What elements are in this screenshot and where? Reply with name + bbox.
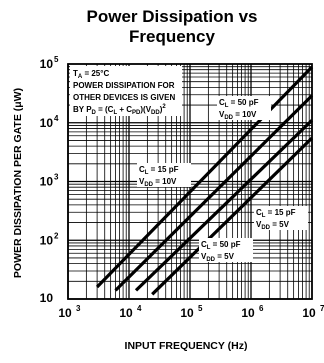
y-tick-exponent: 2 [54,231,59,240]
y-tick-label: 10 [40,175,54,189]
x-tick-label: 10 [180,306,194,320]
info-box-background [70,66,182,116]
x-tick-label: 10 [119,306,133,320]
series-line-2 [114,94,314,292]
data-series [95,65,314,296]
info-box-formula: BY PD = (CL + CPD)(VDD)2 [73,104,166,116]
x-tick-exponent: 3 [76,304,81,313]
info-box-line2: POWER DISSIPATION FOR [73,81,175,90]
series-label-background [137,163,191,187]
info-box-temperature: TA = 25°C [73,69,109,80]
y-tick-label: 10 [40,291,54,305]
series-line-4 [134,119,314,292]
y-tick-exponent: 4 [54,114,59,123]
series-label-background [254,206,308,230]
series-line-3 [151,136,314,296]
x-tick-label: 10 [58,306,72,320]
x-tick-exponent: 4 [137,304,142,313]
x-tick-exponent: 7 [320,304,324,313]
chart-title-line1: Power Dissipation vs [87,7,258,26]
series-label-voltage: VDD = 5V [256,220,290,231]
x-tick-label: 10 [302,306,316,320]
series-label-capacitance: CL = 15 pF [256,208,296,219]
x-tick-exponent: 6 [259,304,264,313]
y-tick-label: 10 [40,116,54,130]
y-tick-label: 10 [40,233,54,247]
plot-frame [67,63,313,300]
y-axis-label: POWER DISSIPATION PER GATE (μW) [12,88,24,278]
series-label-background [199,238,253,262]
x-axis-label: INPUT FREQUENCY (Hz) [125,340,248,352]
series-label-capacitance: CL = 15 pF [139,165,179,176]
x-tick-exponent: 5 [198,304,203,313]
series-label-capacitance: CL = 50 pF [201,240,241,251]
x-tick-label: 10 [241,306,255,320]
series-line-1 [95,65,314,289]
series-label-voltage: VDD = 5V [201,252,235,263]
series-label-background [217,96,271,120]
series-label-voltage: VDD = 10V [219,110,257,121]
y-tick-exponent: 3 [54,173,59,182]
info-box-line3: OTHER DEVICES IS GIVEN [73,93,175,102]
y-tick-exponent: 5 [54,55,59,64]
series-label-voltage: VDD = 10V [139,177,177,188]
series-label-capacitance: CL = 50 pF [219,98,259,109]
chart-title-line2: Frequency [129,27,216,46]
y-tick-label: 10 [40,57,54,71]
